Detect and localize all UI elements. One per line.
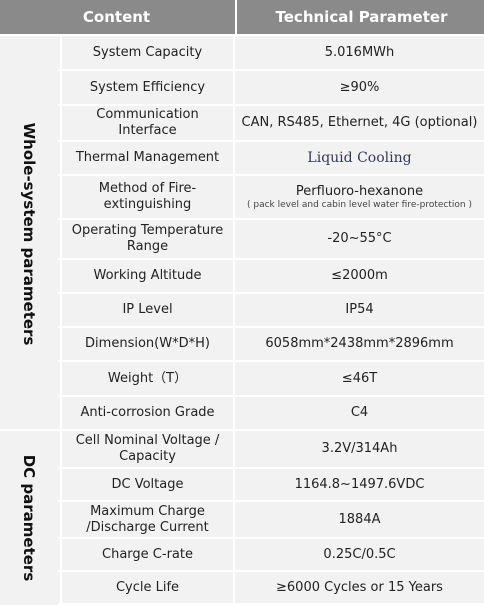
table-row: System Efficiency ≥90% — [58, 69, 484, 104]
row-label: Charge C-rate — [60, 539, 233, 570]
row-value: 0.25C/0.5C — [323, 546, 396, 562]
table-row: Method of Fire-extinguishing Perfluoro-h… — [58, 174, 484, 218]
header-parameter: Technical Parameter — [235, 0, 484, 34]
row-value: 5.016MWh — [324, 44, 395, 60]
table-row: Anti-corrosion Grade C4 — [58, 395, 484, 429]
row-value: 3.2V/314Ah — [321, 441, 398, 456]
row-value: Perfluoro-hexanone — [295, 183, 424, 199]
table-row: DC Voltage 1164.8~1497.6VDC — [58, 467, 484, 500]
row-value: 6058mm*2438mm*2896mm — [265, 336, 454, 351]
table-row: Dimension(W*D*H) 6058mm*2438mm*2896mm — [58, 326, 484, 360]
row-label: Operating Temperature Range — [60, 220, 233, 258]
group-label-whole-system: Whole-system parameters — [20, 122, 38, 345]
row-value: ≤46T — [341, 370, 378, 386]
row-value-cell: 3.2V/314Ah — [233, 431, 484, 467]
row-value: IP54 — [345, 302, 374, 317]
table-row: Maximum Charge /Discharge Current 1884A — [58, 500, 484, 537]
table-row: Working Altitude ≤2000m — [58, 258, 484, 292]
row-value: 1884A — [338, 511, 381, 527]
table-row: Cell Nominal Voltage / Capacity 3.2V/314… — [58, 429, 484, 467]
table-row: Charge C-rate 0.25C/0.5C — [58, 537, 484, 570]
row-value: ≥90% — [339, 79, 380, 95]
row-label: Maximum Charge /Discharge Current — [60, 502, 233, 537]
row-label: Cycle Life — [60, 572, 233, 603]
row-label: Method of Fire-extinguishing — [60, 176, 233, 218]
row-value-cell: 1164.8~1497.6VDC — [233, 469, 484, 500]
group-dc: DC parameters — [0, 429, 58, 605]
row-label: DC Voltage — [60, 469, 233, 500]
row-label: Working Altitude — [60, 260, 233, 292]
row-value-note: ( pack level and cabin level water fire-… — [247, 199, 472, 210]
row-value-cell: Perfluoro-hexanone ( pack level and cabi… — [233, 176, 484, 218]
row-value: Liquid Cooling — [307, 150, 412, 166]
row-value: C4 — [350, 405, 369, 420]
row-value-cell: ≥6000 Cycles or 15 Years — [233, 572, 484, 603]
table-row: Communication Interface CAN, RS485, Ethe… — [58, 104, 484, 140]
group-label-dc: DC parameters — [20, 454, 38, 582]
row-value-cell: -20~55°C — [233, 220, 484, 258]
group-whole-system: Whole-system parameters — [0, 34, 58, 431]
row-label: Anti-corrosion Grade — [60, 397, 233, 429]
row-value-cell: 1884A — [233, 502, 484, 537]
row-value: CAN, RS485, Ethernet, 4G (optional) — [241, 115, 478, 130]
row-value-cell: Liquid Cooling — [233, 142, 484, 174]
table-row: Thermal Management Liquid Cooling — [58, 140, 484, 174]
row-value: -20~55°C — [327, 231, 392, 246]
row-label: IP Level — [60, 294, 233, 326]
row-value: ≤2000m — [331, 268, 388, 283]
row-value-cell: 5.016MWh — [233, 36, 484, 69]
row-value-cell: ≤46T — [233, 362, 484, 395]
row-value-cell: 0.25C/0.5C — [233, 539, 484, 570]
row-label: System Efficiency — [60, 71, 233, 104]
row-label: Dimension(W*D*H) — [60, 328, 233, 360]
row-label: Communication Interface — [60, 106, 233, 140]
row-label: Cell Nominal Voltage / Capacity — [60, 431, 233, 467]
row-value-cell: IP54 — [233, 294, 484, 326]
row-value: ≥6000 Cycles or 15 Years — [276, 579, 443, 595]
row-label: Thermal Management — [60, 142, 233, 174]
table-row: Weight（T） ≤46T — [58, 360, 484, 395]
row-value: 1164.8~1497.6VDC — [294, 476, 425, 492]
table-row: System Capacity 5.016MWh — [58, 34, 484, 69]
table-header: Content Technical Parameter — [0, 0, 484, 34]
row-value-cell: ≤2000m — [233, 260, 484, 292]
table-row: IP Level IP54 — [58, 292, 484, 326]
table-row: Operating Temperature Range -20~55°C — [58, 218, 484, 258]
table-row: Cycle Life ≥6000 Cycles or 15 Years — [58, 570, 484, 603]
header-content: Content — [82, 8, 151, 26]
row-value-cell: ≥90% — [233, 71, 484, 104]
row-value-cell: C4 — [233, 397, 484, 429]
row-label: Weight（T） — [60, 362, 233, 395]
row-value-cell: 6058mm*2438mm*2896mm — [233, 328, 484, 360]
row-label: System Capacity — [60, 36, 233, 69]
row-value-cell: CAN, RS485, Ethernet, 4G (optional) — [233, 106, 484, 140]
